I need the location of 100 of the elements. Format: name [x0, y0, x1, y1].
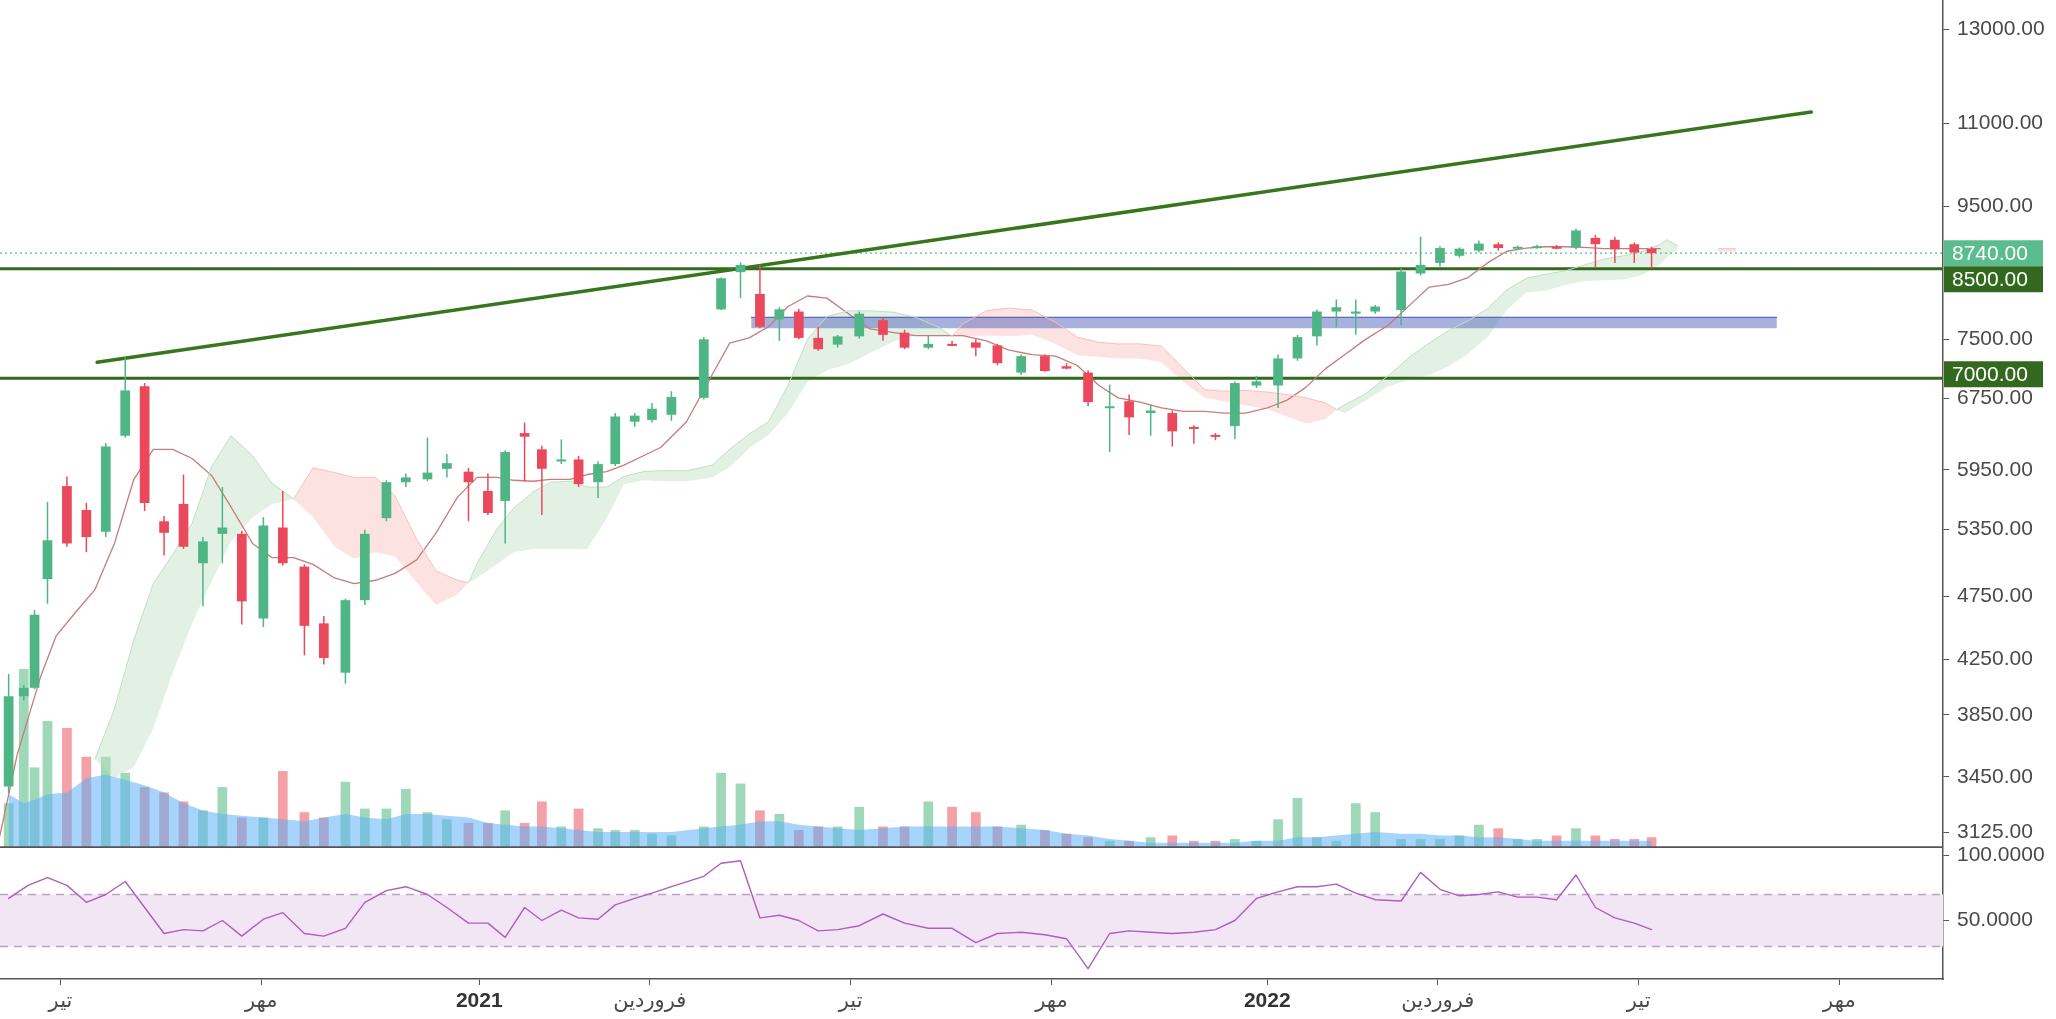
bar: [178, 801, 189, 848]
candlestick: [556, 438, 567, 465]
bar: [81, 756, 92, 848]
bar: [483, 822, 493, 848]
bar: [159, 792, 169, 848]
bar: [500, 810, 511, 848]
bar: [299, 812, 310, 848]
candlestick: [159, 515, 169, 557]
candlestick: [483, 472, 493, 516]
y-tick-label: 3450.00: [1957, 763, 2033, 787]
candlestick: [813, 325, 824, 352]
candlestick: [1292, 334, 1303, 362]
bar: [217, 787, 228, 848]
bar: [878, 826, 888, 848]
bar: [610, 830, 621, 848]
bar: [62, 728, 72, 848]
y-tick-label: 5950.00: [1957, 456, 2033, 480]
x-tick-label: مهر: [1034, 988, 1068, 1013]
candlestick: [854, 310, 865, 340]
candlestick: [1016, 353, 1027, 376]
bar: [947, 806, 957, 848]
candlestick: [666, 390, 677, 422]
y-tick-label: 11000.00: [1957, 110, 2044, 134]
x-tick-label: 2022: [1243, 988, 1291, 1012]
y-tick-label: 5350.00: [1957, 516, 2033, 540]
candlestick: [537, 444, 547, 516]
bar: [593, 828, 603, 848]
bar: [1493, 828, 1504, 848]
bar: [422, 812, 433, 848]
candlestick: [878, 316, 888, 342]
candlestick: [1124, 393, 1134, 436]
ref-line-label: 8740.00: [1952, 240, 2028, 264]
bar: [537, 801, 547, 848]
bar: [629, 830, 640, 848]
bar: [1273, 819, 1283, 848]
bar: [1571, 828, 1581, 848]
candlestick: [647, 402, 657, 424]
candlestick: [992, 343, 1003, 367]
bar: [1040, 830, 1050, 848]
bar: [139, 787, 150, 848]
candlestick: [198, 536, 208, 607]
x-tick-label: تیر: [837, 988, 863, 1013]
bar: [401, 788, 411, 848]
bar: [198, 810, 208, 848]
bar: [793, 830, 804, 848]
bar: [735, 783, 746, 848]
candlestick: [774, 306, 785, 342]
y-tick-label: 7500.00: [1957, 326, 2033, 350]
candlestick: [1609, 235, 1620, 264]
bar: [1609, 839, 1620, 848]
bar: [42, 720, 53, 848]
bar: [1145, 837, 1156, 848]
x-tick-label: فروردین: [1401, 988, 1475, 1013]
candlestick: [1104, 383, 1115, 453]
bar: [832, 826, 843, 848]
bar: [813, 826, 824, 848]
bar: [442, 819, 452, 848]
bar: [716, 772, 726, 848]
x-tick-label: مهر: [1822, 988, 1856, 1013]
y-tick-label: 50.0000: [1957, 907, 2033, 931]
bar: [340, 781, 351, 848]
bar: [1629, 839, 1640, 848]
bar: [647, 833, 657, 848]
y-tick-label: 13000.00: [1957, 16, 2045, 40]
candlestick: [1571, 227, 1581, 251]
bar: [1473, 824, 1484, 848]
candlestick: [1629, 241, 1640, 264]
bar: [1350, 803, 1361, 848]
bar: [556, 826, 567, 848]
bar: [1016, 824, 1027, 848]
bar: [1292, 797, 1303, 848]
x-tick-label: تیر: [47, 988, 73, 1013]
bar: [1512, 839, 1523, 848]
ref-line-label: 8500.00: [1952, 266, 2028, 290]
candlestick: [1167, 409, 1178, 448]
y-tick-label: 4250.00: [1957, 646, 2033, 670]
bar: [1083, 837, 1093, 848]
bar: [854, 806, 865, 848]
bar: [236, 817, 247, 848]
x-tick-label: مهر: [243, 988, 278, 1013]
x-tick-label: 2021: [455, 988, 503, 1012]
bar: [1396, 839, 1406, 848]
bar: [1370, 812, 1381, 848]
y-tick-label: 3125.00: [1957, 819, 2033, 843]
ref-line-label: 7000.00: [1952, 362, 2028, 385]
bar: [318, 817, 329, 848]
y-tick-label: 100.0000: [1957, 842, 2045, 866]
bar: [1312, 837, 1322, 848]
bar: [698, 826, 709, 848]
candlestick: [442, 453, 452, 479]
bar: [923, 801, 934, 848]
bar: [1230, 839, 1240, 848]
y-tick-label: 6750.00: [1957, 385, 2033, 409]
bar: [970, 812, 981, 848]
x-tick-label: فروردین: [613, 988, 687, 1013]
bar: [360, 808, 370, 848]
y-tick-label: 9500.00: [1957, 193, 2033, 217]
y-tick-label: 3850.00: [1957, 701, 2033, 725]
candlestick: [899, 328, 910, 350]
y-tick-label: 4750.00: [1957, 583, 2033, 607]
